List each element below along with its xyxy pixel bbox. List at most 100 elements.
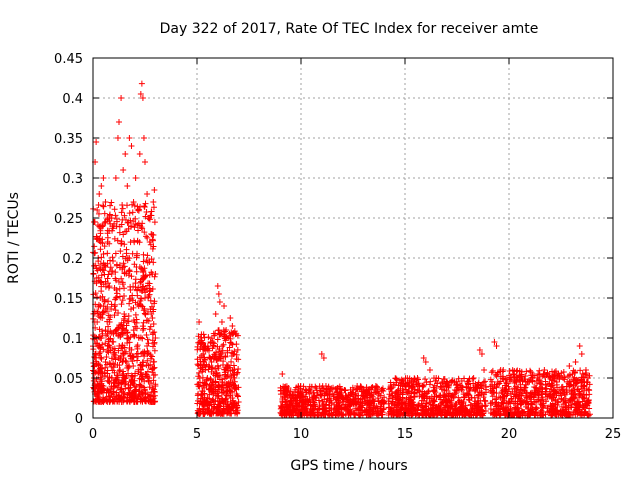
- data-point-cloud: [143, 209, 150, 216]
- data-point-cloud: [531, 383, 538, 390]
- data-point-cloud: [425, 387, 432, 394]
- data-point-cloud: [233, 351, 240, 358]
- data-point-cloud: [496, 380, 503, 387]
- data-point-cloud: [402, 380, 409, 387]
- data-point-cloud: [546, 407, 553, 414]
- data-point-cloud: [580, 395, 587, 402]
- y-tick-label: 0.15: [54, 292, 83, 307]
- data-point-cloud: [297, 383, 304, 390]
- data-point-cloud: [571, 387, 578, 394]
- data-point-cloud: [230, 329, 237, 336]
- data-point: [491, 339, 498, 345]
- data-point: [214, 283, 221, 289]
- data-point-cloud: [229, 341, 236, 348]
- data-point-cloud: [389, 399, 396, 406]
- data-point-cloud: [522, 384, 529, 391]
- data-point-cloud: [497, 394, 504, 401]
- data-point-cloud: [338, 405, 345, 412]
- data-point-cloud: [332, 386, 339, 393]
- data-point-cloud: [477, 406, 484, 413]
- data-point-cloud: [148, 303, 155, 310]
- data-point-cloud: [94, 340, 101, 347]
- data-point-cloud: [121, 317, 128, 324]
- data-point-cloud: [122, 357, 129, 364]
- data-point-cloud: [420, 382, 427, 389]
- data-point-cloud: [495, 408, 502, 415]
- data-point: [426, 367, 433, 373]
- data-point: [470, 375, 477, 381]
- data-point: [94, 207, 101, 213]
- data-point-cloud: [392, 394, 399, 401]
- data-point-cloud: [120, 260, 127, 267]
- data-point-cloud: [528, 392, 535, 399]
- data-point-cloud: [107, 347, 114, 354]
- data-point: [114, 135, 121, 141]
- data-point-cloud: [118, 301, 125, 308]
- data-point-cloud: [431, 411, 438, 418]
- data-point-cloud: [579, 370, 586, 377]
- data-point-cloud: [334, 403, 341, 410]
- data-point-cloud: [502, 382, 509, 389]
- data-point-cloud: [134, 357, 141, 364]
- data-point-cloud: [102, 218, 109, 225]
- data-point-cloud: [441, 387, 448, 394]
- data-point-cloud: [362, 390, 369, 397]
- data-point-cloud: [111, 383, 118, 390]
- data-point-cloud: [465, 378, 472, 385]
- data-point-cloud: [542, 398, 549, 405]
- data-point-cloud: [150, 259, 157, 266]
- data-point-cloud: [566, 378, 573, 385]
- data-point-cloud: [500, 393, 507, 400]
- data-point-cloud: [105, 271, 112, 278]
- data-point-cloud: [106, 218, 113, 225]
- data-point-cloud: [104, 280, 111, 287]
- data-point-cloud: [347, 411, 354, 418]
- data-point-cloud: [490, 409, 497, 416]
- data-point-cloud: [228, 410, 235, 417]
- data-point-cloud: [294, 400, 301, 407]
- data-point-cloud: [532, 387, 539, 394]
- data-point-cloud: [479, 389, 486, 396]
- data-point-cloud: [141, 387, 148, 394]
- data-point-cloud: [126, 300, 133, 307]
- data-point-cloud: [107, 386, 114, 393]
- data-point-cloud: [448, 378, 455, 385]
- data-point-cloud: [570, 383, 577, 390]
- data-point-cloud: [367, 392, 374, 399]
- data-point-cloud: [219, 396, 226, 403]
- data-point-cloud: [422, 403, 429, 410]
- data-point-cloud: [218, 355, 225, 362]
- data-point-cloud: [152, 381, 159, 388]
- data-point-cloud: [133, 316, 140, 323]
- data-point-cloud: [106, 316, 113, 323]
- data-point-cloud: [100, 251, 107, 258]
- data-point-cloud: [529, 406, 536, 413]
- data-point-cloud: [309, 396, 316, 403]
- data-point: [98, 183, 105, 189]
- data-point-cloud: [119, 297, 126, 304]
- data-point-cloud: [139, 266, 146, 273]
- data-point-cloud: [457, 382, 464, 389]
- data-point-cloud: [143, 371, 150, 378]
- data-point-cloud: [112, 395, 119, 402]
- data-point-cloud: [536, 367, 543, 374]
- data-point-cloud: [144, 317, 151, 324]
- data-point-cloud: [127, 217, 134, 224]
- data-point-cloud: [408, 412, 415, 419]
- data-point: [372, 383, 379, 389]
- data-point-cloud: [544, 394, 551, 401]
- data-point-cloud: [474, 383, 481, 390]
- data-point: [122, 151, 129, 157]
- data-point-cloud: [110, 380, 117, 387]
- data-point-cloud: [128, 306, 135, 313]
- data-point-cloud: [148, 256, 155, 263]
- data-point-cloud: [438, 380, 445, 387]
- data-point-cloud: [121, 350, 128, 357]
- data-point-cloud: [102, 327, 109, 334]
- data-point-cloud: [121, 263, 128, 270]
- data-point: [138, 80, 145, 87]
- data-point-cloud: [354, 385, 361, 392]
- data-point-cloud: [548, 376, 555, 383]
- data-point: [478, 351, 485, 357]
- data-point-cloud: [112, 269, 119, 276]
